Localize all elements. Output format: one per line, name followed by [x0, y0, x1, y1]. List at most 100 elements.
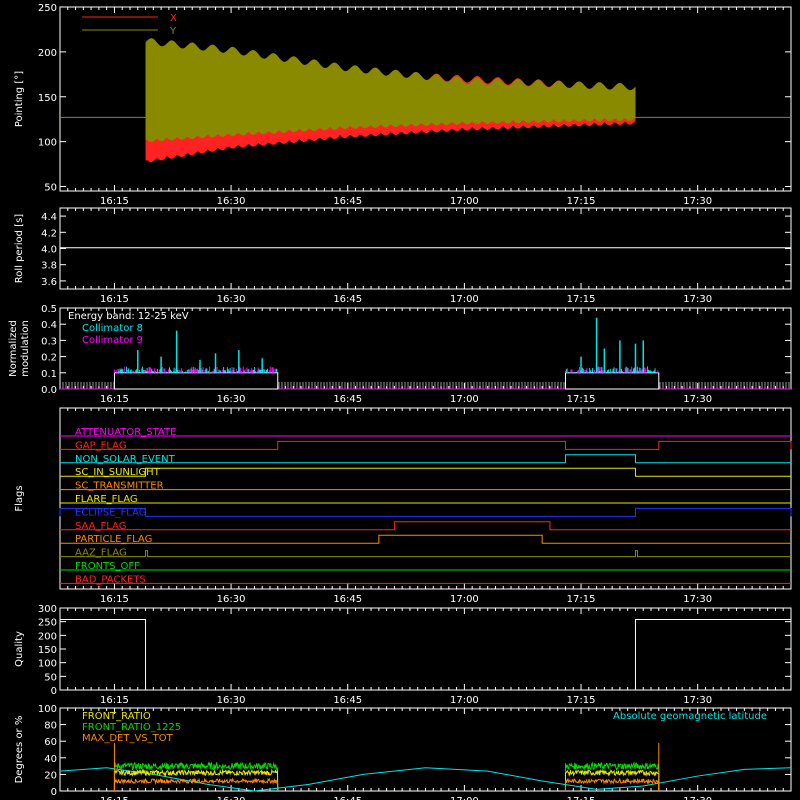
- y-axis-label: modulation: [20, 320, 31, 377]
- x-tick-label: 17:00: [450, 394, 479, 405]
- flag-label-gap-flag: GAP_FLAG: [75, 440, 127, 451]
- flag-label-saa-flag: SAA_FLAG: [75, 521, 126, 532]
- y-axis-label: Roll period [s]: [14, 214, 25, 283]
- x-tick-label: 16:15: [100, 695, 129, 706]
- plot-frame: [59, 207, 792, 290]
- legend-label-ratio: FRONT_RATIO: [82, 711, 151, 722]
- flag-trace: [59, 507, 792, 517]
- flag-label-attenuator-state: ATTENUATOR_STATE: [75, 427, 176, 438]
- legend-label-ratio: MAX_DET_VS_TOT: [82, 733, 174, 744]
- legend-label-collimator: Collimator 8: [82, 323, 143, 334]
- x-tick-label: 16:30: [217, 294, 246, 305]
- x-tick-label: 17:00: [450, 594, 479, 605]
- y-axis-label: Quality: [14, 631, 25, 667]
- y-tick-label: 200: [38, 631, 57, 642]
- panel-ratios: 16:15 16:30 16:45 17:00 17:15 17:30 0 20 40 60 80 1…: [14, 704, 792, 800]
- flag-label-eclipse-flag: ECLIPSE_FLAG: [75, 507, 146, 518]
- y-tick-label: 20: [44, 770, 57, 781]
- flag-trace: [60, 467, 791, 477]
- flag-label-aaz-flag: AAZ_FLAG: [75, 548, 127, 559]
- x-tick-label: 16:45: [333, 695, 362, 706]
- flag-label-fronts-off: FRONTS_OFF: [75, 561, 140, 572]
- y-tick-label: 150: [38, 93, 57, 104]
- x-tick-label: 17:00: [450, 294, 479, 305]
- panel-roll: 16:15 16:30 16:45 17:00 17:15 17:30 3.6 3.8 4.0 4…: [14, 207, 792, 305]
- legend-label-ratio: FRONT_RATIO_1225: [82, 722, 181, 733]
- y-tick-label: 0.3: [41, 336, 57, 347]
- y-tick-label: 0.2: [41, 353, 57, 364]
- panel-quality: 16:15 16:30 16:45 17:00 17:15 17:30 0 50 100 150 2…: [14, 604, 792, 706]
- modulation-interval: [113, 372, 279, 390]
- ratio-trace: [564, 768, 660, 791]
- x-tick-label: 16:15: [100, 394, 129, 405]
- y-tick-label: 100: [38, 138, 57, 149]
- legend-label-geomag: Absolute geomagnetic latitude: [613, 711, 767, 722]
- x-tick-label: 17:15: [567, 594, 596, 605]
- y-tick-label: 80: [44, 721, 57, 732]
- x-tick-label: 16:30: [217, 796, 246, 800]
- ratio-trace: [564, 777, 660, 791]
- y-tick-label: 300: [38, 604, 57, 615]
- x-tick-label: 17:30: [683, 695, 712, 706]
- y-tick-label: 100: [38, 659, 57, 670]
- legend-label-y: Y: [169, 26, 177, 37]
- x-tick-label: 16:30: [217, 394, 246, 405]
- y-tick-label: 3.6: [41, 277, 57, 288]
- x-tick-label: 17:30: [683, 796, 712, 800]
- flag-label-non-solar-event: NON_SOLAR_EVENT: [75, 454, 176, 465]
- y-tick-label: 150: [38, 645, 57, 656]
- x-tick-label: 17:30: [683, 196, 712, 207]
- y-tick-label: 0.0: [41, 385, 57, 396]
- y-tick-label: 4.2: [41, 228, 57, 239]
- x-tick-label: 17:00: [450, 196, 479, 207]
- x-tick-label: 17:00: [450, 695, 479, 706]
- series-y-envelope: [145, 38, 636, 143]
- y-axis-label: Flags: [14, 485, 25, 511]
- flag-label-sc-transmitter: SC_TRANSMITTER: [75, 481, 164, 492]
- x-tick-label: 17:30: [683, 294, 712, 305]
- y-tick-label: 0.5: [41, 304, 57, 315]
- x-tick-label: 16:30: [217, 594, 246, 605]
- x-tick-label: 17:30: [683, 594, 712, 605]
- x-tick-label: 17:30: [683, 394, 712, 405]
- y-tick-label: 60: [44, 737, 57, 748]
- y-tick-label: 100: [38, 704, 57, 715]
- flag-label-bad-packets: BAD_PACKETS: [75, 574, 146, 585]
- x-tick-label: 17:15: [567, 394, 596, 405]
- y-tick-label: 0.4: [41, 320, 57, 331]
- y-tick-label: 4.4: [41, 212, 57, 223]
- y-tick-label: 250: [38, 3, 57, 14]
- x-tick-label: 16:15: [100, 594, 129, 605]
- geomag-latitude-line: [59, 767, 792, 792]
- legend-label-collimator: Collimator 9: [82, 335, 143, 346]
- x-tick-label: 16:15: [100, 196, 129, 207]
- x-tick-label: 16:45: [333, 796, 362, 800]
- y-tick-label: 0: [51, 686, 57, 697]
- ratio-trace: [113, 768, 279, 792]
- x-tick-label: 16:30: [217, 695, 246, 706]
- x-tick-label: 16:45: [333, 196, 362, 207]
- y-tick-label: 40: [44, 754, 57, 765]
- x-tick-label: 16:15: [100, 796, 129, 800]
- x-tick-label: 17:15: [567, 294, 596, 305]
- y-axis-label: Normalized: [8, 320, 19, 377]
- quality-trace: [60, 618, 791, 691]
- modulation-interval: [564, 372, 660, 390]
- ratio-trace: [564, 761, 660, 791]
- panel-modulation: 16:15 16:30 16:45 17:00 17:15 17:30 0.0 0.1 0.2 0…: [8, 304, 792, 405]
- y-tick-label: 0.1: [41, 369, 57, 380]
- y-tick-label: 4.0: [41, 245, 57, 256]
- flag-label-particle-flag: PARTICLE_FLAG: [75, 534, 152, 545]
- x-tick-label: 17:15: [567, 796, 596, 800]
- flag-trace: [60, 440, 792, 450]
- y-axis-label: Degrees or %: [14, 716, 25, 784]
- x-tick-label: 17:00: [450, 796, 479, 800]
- ratio-trace: [113, 761, 279, 792]
- legend-label-x: X: [170, 13, 177, 24]
- x-tick-label: 17:15: [567, 695, 596, 706]
- y-tick-label: 50: [44, 672, 57, 683]
- y-tick-label: 0: [51, 787, 57, 798]
- y-axis-label: Pointing [°]: [14, 71, 25, 127]
